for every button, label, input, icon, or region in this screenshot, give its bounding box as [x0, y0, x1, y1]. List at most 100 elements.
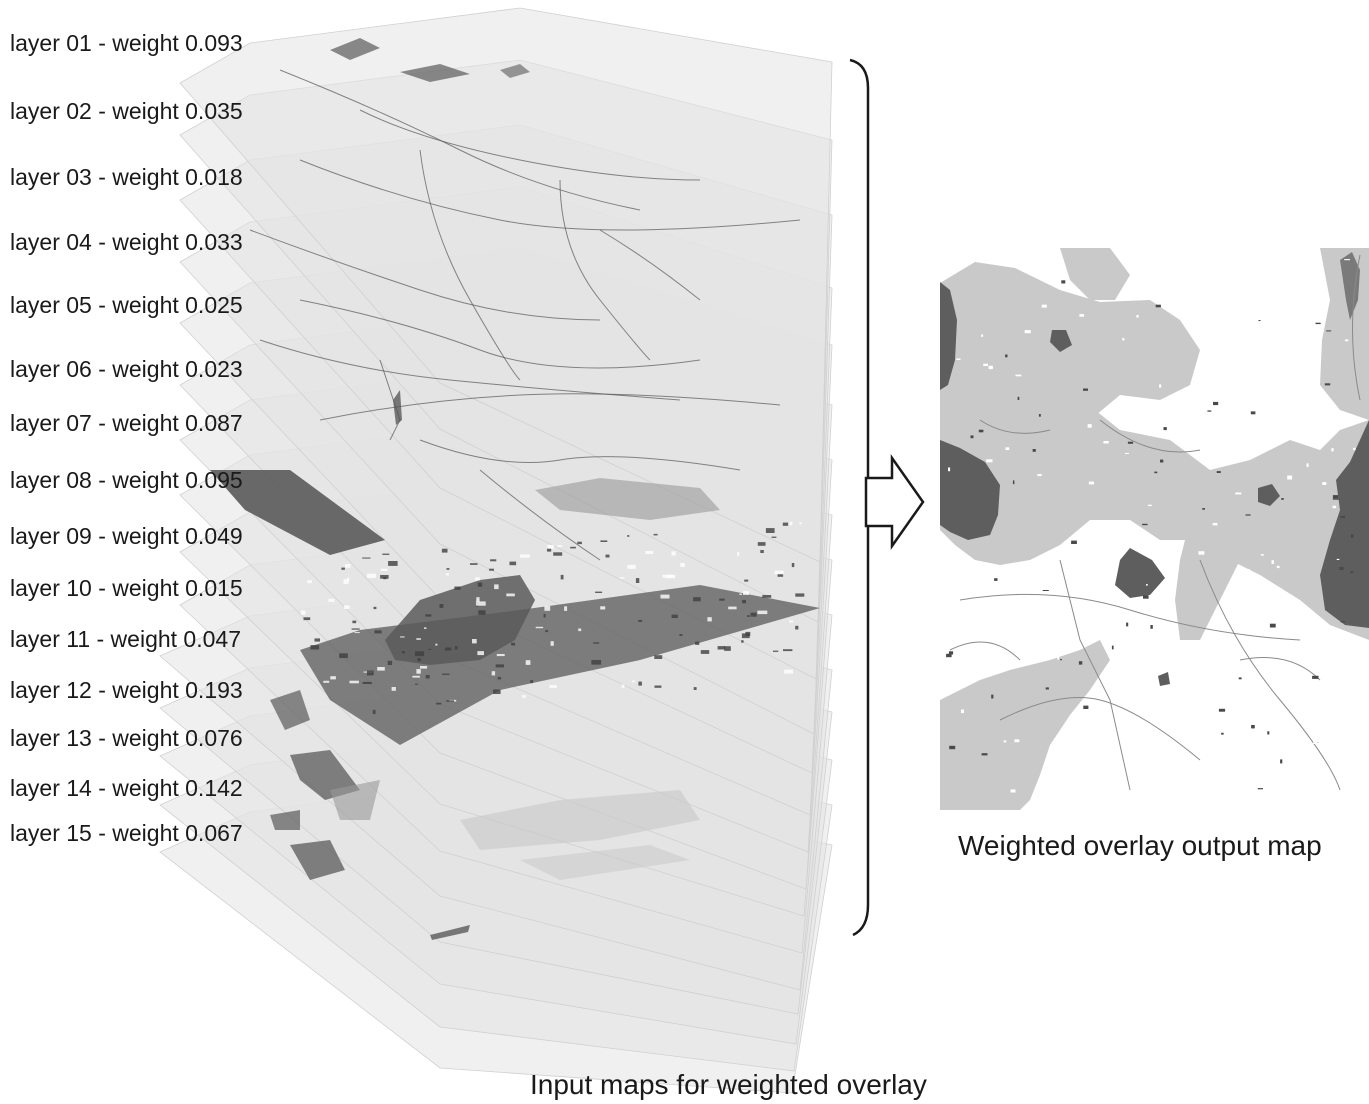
output-map-speckle — [1124, 453, 1129, 454]
layer-map-speckle — [328, 598, 335, 602]
output-map-speckle — [1259, 706, 1262, 711]
output-map-speckle — [1308, 392, 1311, 396]
layer-map-line — [319, 393, 781, 421]
layer-label-01: layer 01 - weight 0.093 — [10, 30, 243, 56]
layer-map-line — [359, 109, 701, 181]
output-map-caption: Weighted overlay output map — [958, 830, 1322, 861]
output-map-dark-zone — [1158, 672, 1170, 686]
layer-map-speckle — [789, 620, 794, 623]
layer-map-speckle — [341, 567, 345, 570]
layer-map-speckle — [535, 626, 544, 629]
output-map-speckle — [1183, 733, 1190, 735]
layer-map-speckle — [717, 646, 726, 650]
layer-map-speckle — [737, 551, 740, 557]
layer-map-speckle — [391, 687, 396, 691]
output-map-speckle — [1312, 675, 1319, 679]
layer-map-speckle — [400, 636, 405, 638]
output-map-speckle — [1332, 495, 1339, 499]
output-map-speckle — [1350, 571, 1354, 574]
output-map-speckle — [1002, 660, 1008, 662]
layer-map-speckle — [530, 680, 534, 684]
output-map-speckle — [971, 613, 975, 616]
layer-map-speckle — [377, 667, 385, 671]
output-map-speckle — [1160, 459, 1164, 463]
layer-map-region — [330, 38, 380, 60]
layer-map-speckle — [757, 610, 768, 615]
layer-map-speckle — [547, 544, 554, 549]
output-map-speckle — [1084, 537, 1087, 539]
output-map-dark-zone — [1320, 420, 1369, 628]
layer-map-line — [259, 339, 681, 401]
layer-map-speckle — [439, 604, 444, 608]
layer-map-speckle — [425, 614, 432, 617]
output-map-speckle — [1200, 366, 1204, 368]
output-map-speckle — [946, 653, 952, 658]
output-map-dark-zone — [1340, 252, 1360, 320]
output-map-speckle — [1127, 441, 1134, 444]
layer-map-speckle — [695, 641, 700, 645]
output-map-speckle — [1142, 523, 1148, 526]
layer-label-04: layer 04 - weight 0.033 — [10, 229, 243, 255]
output-map-speckle — [1154, 471, 1158, 474]
output-map-speckle — [1057, 656, 1060, 660]
output-map-speckle — [1103, 441, 1109, 444]
layer-map-line — [299, 299, 701, 369]
layer-map-speckle — [477, 582, 483, 587]
output-map-speckle — [1213, 401, 1219, 406]
output-map-speckle — [1012, 480, 1015, 485]
output-map-speckle — [988, 365, 993, 370]
overlay-arrow-icon — [864, 454, 925, 550]
layer-map-speckle — [310, 645, 320, 650]
layer-map-speckle — [739, 593, 742, 595]
output-map-speckle — [1326, 330, 1332, 332]
layer-map-speckle — [564, 606, 568, 611]
output-map-speckle — [1071, 540, 1077, 544]
output-map-speckle — [1159, 384, 1162, 388]
output-map-speckle — [1332, 498, 1340, 500]
layer-map-speckle — [490, 559, 497, 562]
layer-map-speckle — [362, 557, 371, 559]
output-map-speckle — [1042, 590, 1049, 591]
output-map-speckle — [986, 459, 993, 463]
output-map-speckle — [1037, 474, 1042, 477]
output-map-speckle — [1035, 562, 1040, 567]
layer-map-speckle — [511, 642, 516, 646]
layer-map-speckle — [380, 575, 389, 579]
output-map-speckle — [1287, 774, 1293, 777]
layer-map-speckle — [330, 676, 336, 680]
layer-map-speckle — [553, 552, 563, 556]
layer-map-speckle — [416, 669, 421, 674]
layer-map-speckle — [600, 540, 608, 542]
output-map-speckle — [1324, 383, 1331, 386]
output-map-speckle — [1128, 292, 1132, 296]
input-layer-sheet — [179, 7, 833, 563]
layer-map-speckle — [577, 541, 582, 545]
output-map-speckle — [1315, 306, 1322, 309]
output-map-speckle — [1332, 505, 1337, 509]
output-map-speckle — [1250, 411, 1256, 415]
layer-map-region — [270, 690, 310, 730]
output-map-speckle — [978, 429, 984, 433]
output-map-speckle — [1232, 265, 1235, 269]
output-map-speckle — [1003, 740, 1007, 743]
output-map-speckle — [1087, 424, 1092, 428]
layer-map-speckle — [671, 614, 678, 618]
output-map-speckle — [961, 709, 964, 714]
layer-map-speckle — [549, 685, 557, 688]
layer-map-speckle — [454, 586, 461, 590]
output-map-speckle — [1079, 314, 1084, 317]
output-map-speckle — [1218, 708, 1226, 712]
layer-map-speckle — [454, 646, 458, 650]
layer-map-speckle — [345, 564, 351, 568]
output-map-speckle — [1143, 595, 1149, 599]
layer-map-line — [279, 69, 641, 211]
layer-map-speckle — [547, 548, 552, 552]
output-map-dark-zone — [940, 440, 1000, 540]
layer-map-speckle — [417, 658, 421, 662]
layer-map-speckle — [303, 617, 311, 621]
output-map-speckle — [1245, 514, 1251, 516]
layer-map-speckle — [494, 584, 499, 590]
layer-map-region — [300, 585, 820, 745]
layer-map-speckle — [728, 606, 737, 610]
output-map-speckle — [1269, 623, 1276, 628]
